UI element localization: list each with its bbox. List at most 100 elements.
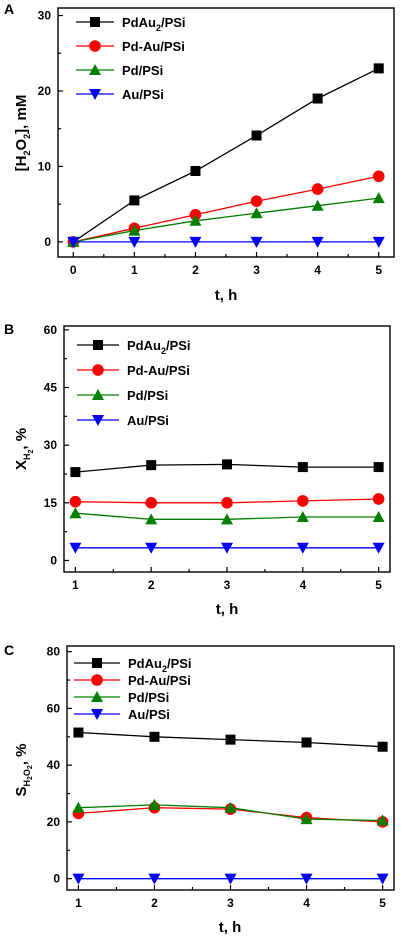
- panel-a-legend-label: Au/PSi: [122, 87, 164, 102]
- panel-a-series-0: [68, 63, 384, 247]
- panel-c-ylabel-a: S: [13, 787, 30, 797]
- panel-a-data-point: [190, 165, 201, 176]
- panel-a-legend-marker: [89, 64, 101, 75]
- panel-c-data-point: [301, 737, 312, 748]
- panel-c-legend-label: Pd-Au/PSi: [128, 673, 191, 688]
- panel-c-ylabel-e: 2: [27, 765, 34, 769]
- panel-b-data-point: [296, 511, 309, 523]
- panel-b-data-point: [222, 459, 232, 470]
- panel-c-data-point: [300, 873, 313, 885]
- panel-b-legend-label: Pd-Au/PSi: [127, 363, 190, 378]
- panel-c-data-point: [376, 814, 389, 826]
- panel-a-series-line: [73, 197, 379, 243]
- panel-b-xtick-label: 4: [299, 578, 306, 592]
- panel-b-data-point: [70, 467, 81, 478]
- panel-b-legend-marker: [92, 389, 104, 400]
- panel-c-ytick-label: 80: [47, 645, 61, 659]
- panel-a-xtick-label: 4: [314, 263, 321, 277]
- panel-c-data-point: [376, 873, 389, 885]
- panel-b-legend: PdAu2/PSi Pd-Au/PSi Pd/PSi Au/PSi: [77, 338, 191, 428]
- panel-b-ytick-label: 60: [44, 323, 58, 337]
- panel-a-ylabel-d: 2: [22, 134, 32, 139]
- panel-c-data-point: [72, 873, 85, 885]
- panel-b-ytick-label: 30: [44, 438, 58, 452]
- panel-c-legend-label: Au/PSi: [128, 707, 170, 722]
- panel-b-legend-marker: [92, 415, 104, 426]
- panel-c-ytick-label: 0: [53, 872, 60, 886]
- panel-c-legend-marker: [91, 709, 103, 720]
- panel-a-legend-label: Pd/PSi: [122, 63, 163, 78]
- panel-a-data-point: [250, 195, 263, 207]
- panel-a-ytick-label: 0: [44, 235, 51, 249]
- panel-b-data-point: [221, 497, 233, 509]
- panel-a-data-point: [311, 236, 324, 248]
- panel-c-series-0: [73, 727, 388, 752]
- panel-a-ticks: 0 1 2 3 4 5 0 10 20 30: [38, 9, 383, 277]
- panel-b-series: [69, 459, 385, 554]
- panel-c-legend-item: PdAu2/PSi: [74, 656, 192, 674]
- panel-b-data-point: [296, 542, 309, 554]
- panel-c-legend-marker: [92, 658, 102, 668]
- panel-c-data-point: [73, 727, 84, 738]
- panel-b-data-point: [145, 497, 157, 509]
- panel-b-legend-label: Pd/PSi: [127, 388, 168, 403]
- panel-b-series-1: [69, 493, 385, 509]
- panel-a-data-point: [67, 236, 80, 248]
- panel-a-series-1: [67, 170, 385, 248]
- panel-c-letter: C: [4, 642, 14, 658]
- panel-b-data-point: [221, 513, 233, 525]
- panel-c-xtick-label: 3: [227, 896, 234, 910]
- panel-a-data-point: [372, 170, 385, 183]
- panel-a-data-point: [189, 236, 202, 248]
- panel-b-ylabel-d: , %: [13, 428, 30, 450]
- panel-a-data-point: [311, 183, 324, 195]
- panel-a-legend-marker: [89, 89, 101, 100]
- panel-b-xtick-label: 1: [72, 578, 79, 592]
- panel-a-xtick-label: 0: [70, 263, 77, 277]
- panel-a-legend-marker: [90, 17, 100, 27]
- panel-a-data-point: [372, 236, 385, 248]
- panel-a-legend-item: Pd-Au/PSi: [76, 39, 185, 54]
- panel-c-legend-marker: [91, 691, 103, 702]
- panel-a: A 0 1 2 3 4 5 0 10 20 30 PdAu2/PSi Pd-Au/PSi Pd/PSi…: [4, 1, 395, 304]
- panel-a-xtick-label: 5: [375, 263, 382, 277]
- panel-a-legend: PdAu2/PSi Pd-Au/PSi Pd/PSi Au/PSi: [76, 15, 186, 102]
- panel-c-xtick-label: 1: [75, 896, 82, 910]
- panel-b-data-point: [297, 495, 309, 507]
- panel-b-xtick-label: 2: [148, 578, 155, 592]
- panel-a-series-line: [72, 67, 379, 243]
- panel-a-data-point: [250, 207, 263, 219]
- panel-c-data-point: [225, 734, 236, 745]
- panel-c-ylabel: SH2O2, %: [13, 743, 34, 796]
- panel-c-legend-marker: [91, 674, 103, 686]
- panel-b-data-point: [373, 462, 384, 473]
- panel-b-xtick-label: 5: [375, 578, 382, 592]
- panel-c-legend-label: PdAu2/PSi: [128, 656, 192, 674]
- panel-c-data-point: [149, 731, 160, 742]
- panel-a-data-point: [251, 130, 262, 141]
- panel-c-series-3: [72, 873, 389, 885]
- panel-a-data-point: [311, 199, 324, 211]
- panel-a-data-point: [372, 192, 385, 204]
- panel-a-xtick-label: 3: [253, 263, 260, 277]
- panel-b-data-point: [69, 507, 82, 519]
- panel-c-ylabel-d: O: [22, 769, 32, 776]
- panel-b-xlabel: t, h: [216, 601, 239, 618]
- panel-b-ytick-label: 0: [50, 553, 57, 567]
- panel-b-legend-item: PdAu2/PSi: [77, 338, 191, 356]
- panel-a-data-point: [250, 236, 263, 248]
- panel-a-data-point: [373, 63, 384, 74]
- panel-b-data-point: [372, 542, 385, 554]
- panel-b-legend-label: Au/PSi: [127, 413, 169, 428]
- panel-a-ylabel-c: O: [13, 139, 30, 151]
- panel-c-ylabel-b: H: [22, 780, 32, 787]
- panel-a-data-point: [189, 208, 202, 221]
- panel-a-legend-label: PdAu2/PSi: [122, 15, 186, 33]
- panel-c-data-point: [72, 801, 85, 813]
- panel-a-legend-item: Au/PSi: [76, 87, 164, 102]
- panel-a-legend-item: Pd/PSi: [76, 63, 163, 78]
- panel-c-xtick-label: 2: [151, 896, 158, 910]
- panel-c-data-point: [300, 813, 313, 825]
- panel-b-legend-item: Pd-Au/PSi: [77, 363, 190, 378]
